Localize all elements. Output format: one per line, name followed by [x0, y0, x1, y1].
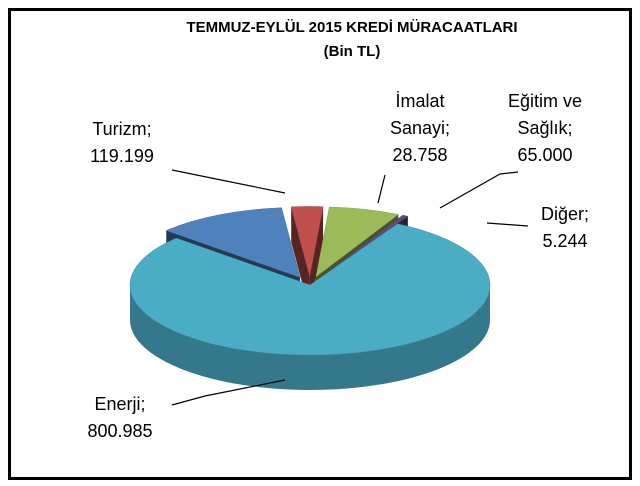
slice	[315, 206, 399, 278]
label-separator: ;	[146, 119, 152, 139]
data-label: Enerji; 800.985	[70, 391, 170, 445]
data-label: İmalat Sanayi; 28.758	[375, 88, 465, 169]
label-category: Eğitim ve Sağlık	[507, 91, 583, 138]
data-label: Eğitim ve Sağlık; 65.000	[490, 88, 600, 169]
label-category: Enerji	[94, 394, 141, 414]
leader-line	[439, 171, 519, 209]
label-value: 65.000	[517, 145, 573, 165]
label-value: 28.758	[392, 145, 448, 165]
leader-line	[171, 379, 286, 406]
label-separator: ;	[140, 394, 146, 414]
chart-border	[8, 8, 632, 480]
slice-wall	[130, 285, 490, 390]
data-label: Turizm; 119.199	[72, 116, 172, 170]
label-category: İmalat Sanayi	[389, 91, 446, 138]
data-label: Diğer; 5.244	[520, 201, 610, 255]
label-separator: ;	[445, 118, 451, 138]
chart-title: TEMMUZ-EYLÜL 2015 KREDİ MÜRACAATLARI	[186, 19, 518, 36]
slice-walls	[130, 285, 490, 390]
leader-line	[171, 169, 286, 194]
chart-subtitle: (Bin TL)	[323, 43, 381, 60]
slice	[290, 206, 324, 277]
label-value: 119.199	[90, 146, 154, 166]
label-category: Diğer	[540, 204, 584, 224]
slice	[165, 207, 301, 278]
leader-line	[377, 174, 386, 204]
label-value: 800.985	[87, 421, 153, 441]
slice	[320, 214, 409, 278]
label-value: 5.244	[542, 231, 588, 251]
slice	[129, 223, 491, 356]
label-category: Turizm	[92, 119, 147, 139]
slice-tops	[129, 206, 491, 356]
label-separator: ;	[584, 204, 590, 224]
leader-line	[486, 222, 529, 227]
label-separator: ;	[567, 118, 573, 138]
